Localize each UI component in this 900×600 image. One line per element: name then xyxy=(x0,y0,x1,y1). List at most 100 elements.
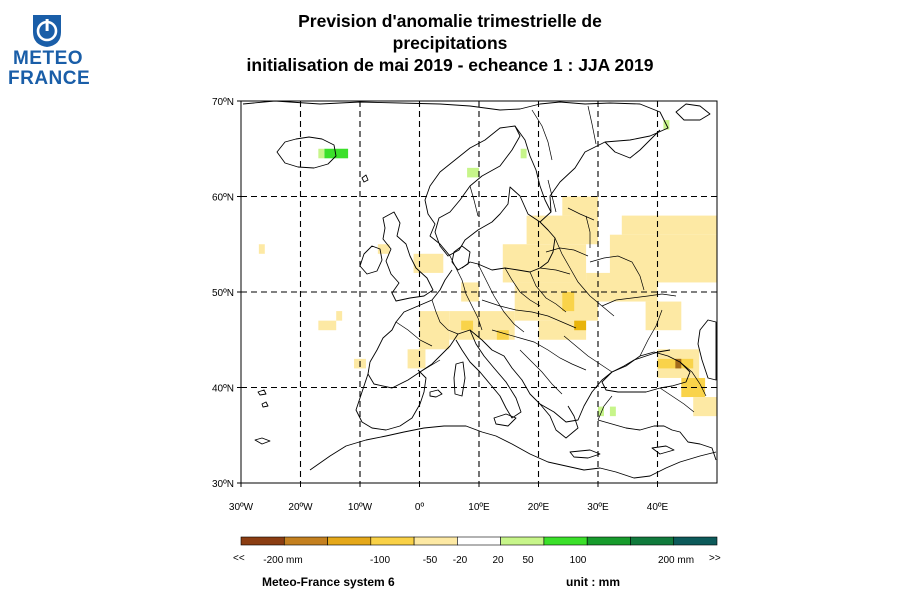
caspian-coast xyxy=(697,319,717,381)
baleares-islands xyxy=(429,389,443,398)
legend-tick-label: -100 xyxy=(370,555,390,566)
denmark-coast xyxy=(451,245,471,271)
canary-islands xyxy=(254,437,271,445)
map-title: Prevision d'anomalie trimestrielle de pr… xyxy=(180,10,720,76)
legend-tick-label: -50 xyxy=(423,555,438,566)
anomaly-cell-light_yellow xyxy=(336,311,343,321)
continent-north-coast xyxy=(367,269,671,423)
legend-swatch xyxy=(457,536,501,546)
anomaly-cell-light_yellow xyxy=(461,282,479,302)
title-line-3: initialisation de mai 2019 - echeance 1 … xyxy=(246,55,654,75)
meteo-france-logo: METEO FRANCE xyxy=(8,8,91,92)
country-borders xyxy=(395,105,707,421)
x-tick-label: 30ºE xyxy=(587,502,609,513)
model-label: Meteo-France system 6 xyxy=(262,575,395,589)
azores-islands xyxy=(257,389,267,396)
meteo-france-logo-icon xyxy=(33,15,61,47)
anomaly-cell-light_yellow xyxy=(645,301,682,331)
anomaly-cell-light_yellow xyxy=(502,244,587,283)
legend-more-symbol: >> xyxy=(709,553,721,564)
x-tick-label: 40ºE xyxy=(647,502,669,513)
anomaly-cell-light_yellow xyxy=(621,215,717,235)
anomaly-cell-light_green xyxy=(609,406,616,417)
x-tick-label: 10ºE xyxy=(468,502,490,513)
anomaly-cell-light_yellow xyxy=(562,196,598,216)
sardinia-coast xyxy=(453,361,466,397)
map-grid xyxy=(241,101,717,483)
anomaly-cell-light_yellow xyxy=(538,320,587,340)
madeira-island xyxy=(261,401,269,408)
legend-swatch xyxy=(283,536,328,546)
legend-tick-label: 200 mm xyxy=(658,555,694,566)
legend-swatch xyxy=(630,536,675,546)
anomaly-cell-light_green xyxy=(598,406,604,417)
anomaly-cell-light_yellow xyxy=(693,397,717,417)
legend-swatch xyxy=(327,536,372,546)
greece-coast xyxy=(539,403,579,439)
y-tick-label: 70ºN xyxy=(212,97,234,108)
faroe-islands xyxy=(361,174,369,183)
legend-tick-labels: -200 mm -100 -50 -20 20 50 100 200 mm xyxy=(263,555,694,566)
anomaly-cell-light_green xyxy=(467,167,479,178)
italy-coast xyxy=(455,329,522,419)
title-line-1: Prevision d'anomalie trimestrielle de xyxy=(298,11,602,31)
x-tick-label: 0º xyxy=(415,502,425,513)
legend-end-symbols: << xyxy=(233,553,245,564)
legend-colorbar xyxy=(240,536,718,546)
x-tick-label: 30ºW xyxy=(229,502,254,513)
x-tick-label: 10ºW xyxy=(348,502,373,513)
anomaly-cell-yellow xyxy=(496,330,509,340)
anomaly-cell-light_green xyxy=(520,148,527,159)
y-tick-label: 30ºN xyxy=(212,479,234,490)
legend-swatch xyxy=(586,536,631,546)
cyprus-coast xyxy=(651,445,675,455)
anomaly-cell-light_yellow xyxy=(377,244,390,254)
legend-more-symbol-wrap: >> xyxy=(709,553,721,564)
logo-text-france: FRANCE xyxy=(8,68,91,89)
anomaly-cell-yellow xyxy=(461,320,474,331)
legend-swatch xyxy=(370,536,415,546)
legend-less-symbol: << xyxy=(233,553,245,564)
legend-tick-label: -20 xyxy=(453,555,468,566)
anomaly-cell-yellow xyxy=(562,292,575,312)
anomaly-cell-light_yellow xyxy=(318,320,337,331)
anomaly-cell-light_yellow xyxy=(407,349,426,369)
legend-swatch xyxy=(673,536,718,546)
scandinavia-coast xyxy=(242,100,669,257)
anomaly-cell-light_yellow xyxy=(514,282,598,321)
y-tick-label: 40ºN xyxy=(212,384,234,395)
anomaly-cell-light_yellow xyxy=(413,253,444,273)
white-sea-coast xyxy=(604,129,661,159)
legend-tick-label: 50 xyxy=(522,555,534,566)
legend-tick-label: 100 xyxy=(570,555,587,566)
north-africa-coast xyxy=(309,425,717,479)
x-tick-label: 20ºE xyxy=(528,502,550,513)
anomaly-layer xyxy=(258,120,717,417)
ireland-coast xyxy=(359,245,383,275)
unit-label: unit : mm xyxy=(566,575,620,589)
logo-text-meteo: METEO xyxy=(12,48,84,69)
latitude-tick-labels: 70ºN 60ºN 50ºN 40ºN 30ºN xyxy=(212,97,241,490)
legend-swatch xyxy=(543,536,588,546)
legend-swatch xyxy=(500,536,545,546)
x-tick-label: 20ºW xyxy=(288,502,313,513)
britain-coast xyxy=(382,211,434,302)
iceland-coast xyxy=(276,136,337,169)
anomaly-cell-gold xyxy=(574,320,587,331)
svalbard-coast xyxy=(675,103,711,121)
sicily-coast xyxy=(493,413,517,427)
y-tick-label: 50ºN xyxy=(212,288,234,299)
anomaly-cell-brown xyxy=(675,358,682,369)
anomaly-cell-light_yellow xyxy=(419,311,450,350)
anomaly-cell-light_yellow xyxy=(258,244,265,254)
coastlines xyxy=(242,100,717,479)
black-sea-coast xyxy=(601,351,691,393)
turkey-south-coast xyxy=(597,419,717,461)
anomaly-cell-light_yellow xyxy=(526,215,598,245)
legend-tick-label: -200 mm xyxy=(263,555,302,566)
legend-swatch xyxy=(240,536,285,546)
bothnia-coast xyxy=(514,125,552,213)
legend-tick-label: 20 xyxy=(492,555,504,566)
anomaly-cell-light_green xyxy=(318,148,325,159)
